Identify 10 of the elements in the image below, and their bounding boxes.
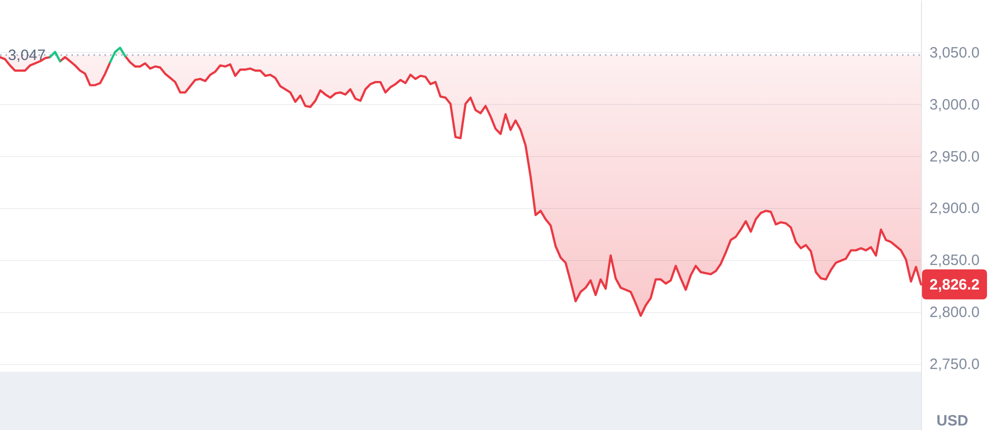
data-label: 2,826.2 — [929, 276, 980, 294]
y-axis-title: USD — [936, 412, 968, 430]
y-tick-label: 3,050.0 — [930, 44, 980, 62]
y-tick-label: 2,900.0 — [930, 200, 980, 218]
ref-line-label: 3,047 — [8, 47, 46, 64]
y-tick-label: 2,800.0 — [930, 304, 980, 322]
y-tick-label: 2,750.0 — [930, 356, 980, 374]
y-tick-label: 2,950.0 — [930, 148, 980, 166]
y-tick-label: 2,850.0 — [930, 252, 980, 270]
y-tick-label: 3,000.0 — [930, 96, 980, 114]
